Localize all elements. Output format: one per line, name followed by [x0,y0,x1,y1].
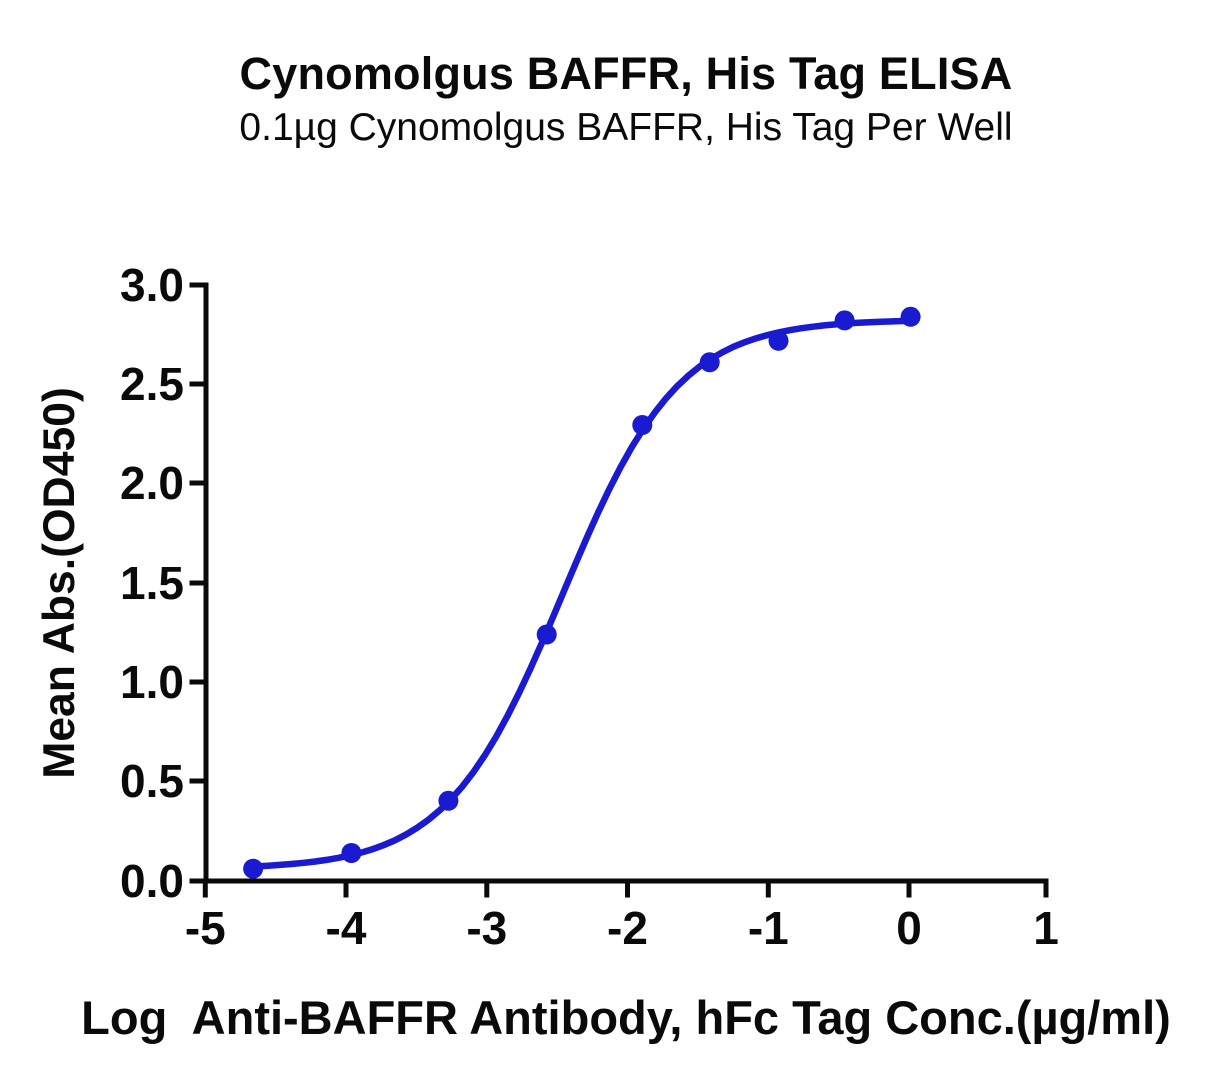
svg-text:2.5: 2.5 [120,358,184,410]
svg-text:1.0: 1.0 [120,656,184,708]
svg-text:0.0: 0.0 [120,855,184,907]
svg-text:-5: -5 [185,902,226,954]
svg-text:-1: -1 [748,902,789,954]
svg-text:-2: -2 [607,902,648,954]
svg-text:-3: -3 [466,902,507,954]
svg-text:2.0: 2.0 [120,457,184,509]
svg-text:-4: -4 [326,902,367,954]
svg-text:3.0: 3.0 [120,259,184,311]
svg-text:1.5: 1.5 [120,557,184,609]
svg-text:1: 1 [1033,902,1059,954]
svg-text:0.5: 0.5 [120,755,184,807]
svg-text:0: 0 [896,902,922,954]
